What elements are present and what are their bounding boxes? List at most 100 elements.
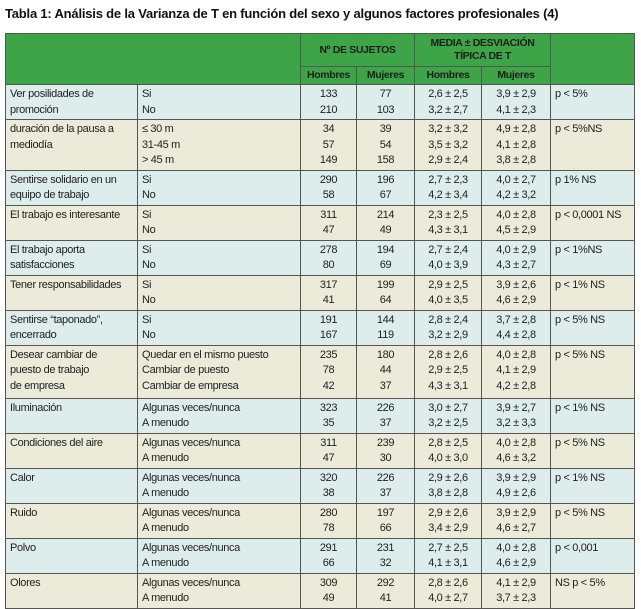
table-row: Polvo Algunas veces/nunca A menudo 291 66 231… <box>5 537 636 574</box>
option-label: Algunas veces/nunca <box>142 436 240 449</box>
option-label: Quedar en el mismo puesto <box>142 348 269 361</box>
option-label: Si <box>142 88 152 100</box>
n-mujeres-cell: 231 32 <box>356 537 415 574</box>
t-hombres: 4,1 ± 3,1 <box>428 557 468 569</box>
n-mujeres: 214 <box>376 208 395 221</box>
t-mujeres: 4,2 ± 2,8 <box>496 379 536 392</box>
t-hombres: 3,2 ± 2,5 <box>428 417 468 429</box>
table-row: Ver posilidades de promoción Si No 133 210 77 1… <box>5 84 636 120</box>
table-row: Desear cambiar de puesto de trabajo de emp… <box>5 344 636 399</box>
n-mujeres: 231 <box>376 541 395 554</box>
option-label: A menudo <box>142 557 189 569</box>
t-hombres-cell: 2,7 ± 2,3 4,2 ± 3,4 <box>414 169 482 206</box>
t-mujeres-cell: 3,7 ± 2,8 4,4 ± 2,8 <box>480 309 552 346</box>
n-hombres: 278 <box>319 243 338 256</box>
option-label-cell: Si No <box>137 169 301 206</box>
t-hombres: 2,9 ± 2,5 <box>428 278 468 291</box>
n-hombres: 320 <box>319 471 338 484</box>
header-mean-sd: MEDIA ± DESVIACIÓN TÍPICA DE T <box>413 33 552 67</box>
n-mujeres-cell: 199 64 <box>356 274 415 311</box>
n-hombres: 41 <box>322 294 335 306</box>
header-p <box>550 33 636 85</box>
n-hombres-cell: 320 38 <box>300 467 357 504</box>
t-hombres: 4,3 ± 3,1 <box>428 224 468 236</box>
table-row: Tener responsabilidades Si No 317 41 199 64 2,9… <box>5 274 636 311</box>
n-hombres: 291 <box>319 541 338 554</box>
option-label: No <box>142 259 156 271</box>
t-hombres: 3,8 ± 2,8 <box>428 487 468 499</box>
n-hombres: 167 <box>319 329 338 341</box>
n-hombres: 290 <box>319 173 338 186</box>
factor-label-cell: Tener responsabilidades <box>5 274 138 311</box>
factor-label: Polvo <box>10 541 36 554</box>
t-mujeres-cell: 3,9 ± 2,7 3,2 ± 3,3 <box>480 397 552 434</box>
t-hombres: 2,3 ± 2,5 <box>428 208 468 221</box>
n-mujeres: 67 <box>379 189 392 201</box>
n-mujeres: 239 <box>376 436 395 449</box>
factor-label: Olores <box>10 576 41 589</box>
factor-label: Ver posilidades de <box>10 88 94 100</box>
n-mujeres: 144 <box>376 313 395 326</box>
n-hombres: 280 <box>319 506 338 519</box>
n-hombres-cell: 311 47 <box>300 204 357 241</box>
t-hombres: 2,9 ± 2,4 <box>428 154 468 166</box>
option-label: Cambiar de puesto <box>142 364 229 376</box>
option-label: 31-45 m <box>142 138 180 151</box>
option-label: No <box>142 294 156 306</box>
t-mujeres-cell: 4,0 ± 2,9 4,3 ± 2,7 <box>480 239 552 276</box>
factor-label: encerrado <box>10 329 57 341</box>
t-mujeres: 4,6 ± 2,9 <box>496 294 536 306</box>
factor-label-cell: Condiciones del aire <box>5 432 138 469</box>
factor-label: puesto de trabajo <box>10 364 90 376</box>
t-hombres: 2,9 ± 2,5 <box>428 364 468 376</box>
option-label-cell: Quedar en el mismo puesto Cambiar de pues… <box>137 344 301 399</box>
t-mujeres-cell: 3,9 ± 2,9 4,1 ± 2,3 <box>480 84 552 120</box>
t-mujeres: 3,8 ± 2,8 <box>496 154 536 166</box>
p-value: p < 1% NS <box>550 274 636 311</box>
n-mujeres: 41 <box>379 592 392 604</box>
t-hombres: 2,7 ± 2,3 <box>428 173 468 186</box>
p-value: p < 1%NS <box>550 239 636 276</box>
p-value: p < 0,0001 NS <box>550 204 636 241</box>
n-hombres: 317 <box>319 278 338 291</box>
option-label: A menudo <box>142 452 189 464</box>
p-value: p < 1% NS <box>550 467 636 504</box>
option-label-cell: Algunas veces/nunca A menudo <box>137 432 301 469</box>
t-hombres-cell: 2,7 ± 2,4 4,0 ± 3,9 <box>414 239 482 276</box>
t-hombres: 2,8 ± 2,6 <box>428 348 468 361</box>
t-hombres-cell: 2,9 ± 2,6 3,8 ± 2,8 <box>414 467 482 504</box>
t-hombres: 2,7 ± 2,4 <box>428 243 468 256</box>
n-mujeres: 69 <box>379 259 392 271</box>
factor-label-cell: Desear cambiar de puesto de trabajo de emp… <box>5 344 138 399</box>
option-label-cell: Si No <box>137 309 301 346</box>
p-value: p < 5% <box>550 84 636 120</box>
header-mujeres-n: Mujeres <box>356 66 415 85</box>
table-row: Ruido Algunas veces/nunca A menudo 280 78 197… <box>5 502 636 539</box>
t-hombres: 2,8 ± 2,4 <box>428 313 468 326</box>
option-label-cell: Si No <box>137 274 301 311</box>
n-hombres-cell: 323 35 <box>300 397 357 434</box>
n-mujeres-cell: 39 54 158 <box>356 119 415 171</box>
factor-label-cell: Calor <box>5 467 138 504</box>
table-title: Tabla 1: Análisis de la Varianza de T en… <box>5 6 559 21</box>
t-mujeres: 4,0 ± 2,8 <box>496 348 536 361</box>
n-hombres: 133 <box>319 88 338 100</box>
table-row: Iluminación Algunas veces/nunca A menudo 32… <box>5 397 636 434</box>
option-label: Si <box>142 278 152 291</box>
table-row: Sentirse “taponado”, encerrado Si No 191 167 1… <box>5 309 636 346</box>
option-label-cell: Algunas veces/nunca A menudo <box>137 467 301 504</box>
option-label: No <box>142 189 156 201</box>
t-hombres-cell: 2,9 ± 2,6 3,4 ± 2,9 <box>414 502 482 539</box>
t-mujeres: 3,9 ± 2,7 <box>496 401 536 414</box>
n-hombres: 311 <box>320 208 337 221</box>
table-row: duración de la pausa a mediodía ≤ 30 m 31-4… <box>5 119 636 171</box>
n-hombres: 38 <box>322 487 335 499</box>
option-label-cell: Si No <box>137 239 301 276</box>
t-mujeres: 4,3 ± 2,7 <box>496 259 536 271</box>
factor-label: duración de la pausa a <box>10 123 114 135</box>
t-hombres-cell: 2,3 ± 2,5 4,3 ± 3,1 <box>414 204 482 241</box>
n-mujeres: 64 <box>379 294 392 306</box>
factor-label: Condiciones del aire <box>10 436 103 449</box>
option-label: No <box>142 103 156 116</box>
table-row: El trabajo aporta satisfacciones Si No 278 80… <box>5 239 636 276</box>
